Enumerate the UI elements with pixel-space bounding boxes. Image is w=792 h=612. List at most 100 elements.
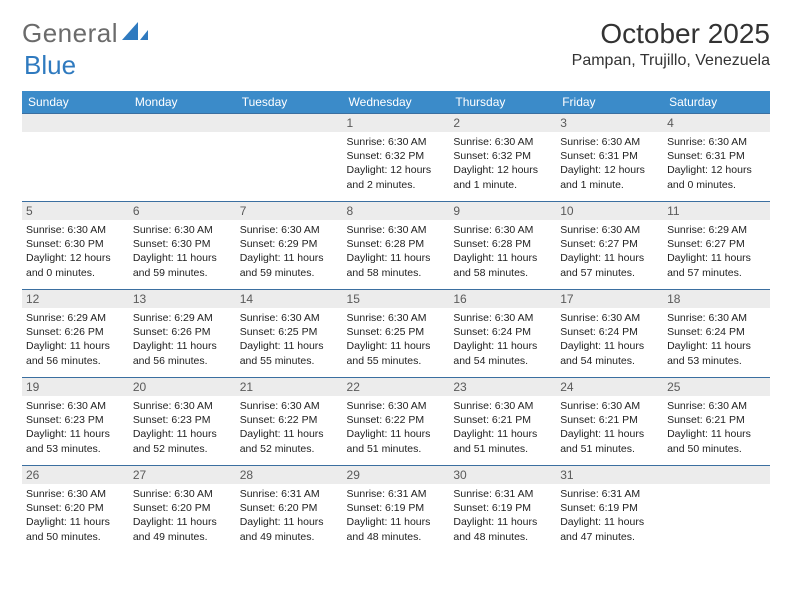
day-info: Sunrise: 6:30 AMSunset: 6:24 PMDaylight:… [449, 308, 556, 372]
day-number [22, 114, 129, 132]
day-cell: 9Sunrise: 6:30 AMSunset: 6:28 PMDaylight… [449, 202, 556, 290]
daylight-text: Daylight: 11 hours and 48 minutes. [453, 515, 552, 543]
daylight-text: Daylight: 11 hours and 50 minutes. [26, 515, 125, 543]
sunset-text: Sunset: 6:24 PM [667, 325, 766, 339]
day-cell: 24Sunrise: 6:30 AMSunset: 6:21 PMDayligh… [556, 378, 663, 466]
day-info: Sunrise: 6:30 AMSunset: 6:32 PMDaylight:… [343, 132, 450, 196]
sunrise-text: Sunrise: 6:30 AM [240, 223, 339, 237]
day-number: 17 [556, 290, 663, 308]
empty-cell [236, 114, 343, 202]
sunset-text: Sunset: 6:20 PM [26, 501, 125, 515]
sunset-text: Sunset: 6:20 PM [133, 501, 232, 515]
day-cell: 25Sunrise: 6:30 AMSunset: 6:21 PMDayligh… [663, 378, 770, 466]
sunrise-text: Sunrise: 6:30 AM [453, 399, 552, 413]
week-row: 26Sunrise: 6:30 AMSunset: 6:20 PMDayligh… [22, 466, 770, 554]
day-number: 25 [663, 378, 770, 396]
day-number: 23 [449, 378, 556, 396]
day-info: Sunrise: 6:30 AMSunset: 6:21 PMDaylight:… [556, 396, 663, 460]
sunrise-text: Sunrise: 6:31 AM [560, 487, 659, 501]
sunset-text: Sunset: 6:20 PM [240, 501, 339, 515]
day-cell: 8Sunrise: 6:30 AMSunset: 6:28 PMDaylight… [343, 202, 450, 290]
daylight-text: Daylight: 11 hours and 49 minutes. [240, 515, 339, 543]
sunset-text: Sunset: 6:21 PM [560, 413, 659, 427]
sunrise-text: Sunrise: 6:30 AM [133, 399, 232, 413]
day-number: 27 [129, 466, 236, 484]
sunset-text: Sunset: 6:31 PM [667, 149, 766, 163]
day-number: 19 [22, 378, 129, 396]
day-info: Sunrise: 6:30 AMSunset: 6:20 PMDaylight:… [129, 484, 236, 548]
day-cell: 30Sunrise: 6:31 AMSunset: 6:19 PMDayligh… [449, 466, 556, 554]
daylight-text: Daylight: 12 hours and 0 minutes. [26, 251, 125, 279]
sunrise-text: Sunrise: 6:30 AM [453, 223, 552, 237]
sunrise-text: Sunrise: 6:30 AM [560, 223, 659, 237]
day-info: Sunrise: 6:31 AMSunset: 6:20 PMDaylight:… [236, 484, 343, 548]
day-info: Sunrise: 6:30 AMSunset: 6:27 PMDaylight:… [556, 220, 663, 284]
day-info: Sunrise: 6:30 AMSunset: 6:31 PMDaylight:… [556, 132, 663, 196]
sunrise-text: Sunrise: 6:30 AM [240, 311, 339, 325]
day-number: 15 [343, 290, 450, 308]
daylight-text: Daylight: 12 hours and 1 minute. [560, 163, 659, 191]
day-info: Sunrise: 6:30 AMSunset: 6:22 PMDaylight:… [343, 396, 450, 460]
sunrise-text: Sunrise: 6:30 AM [560, 311, 659, 325]
dayname-saturday: Saturday [663, 91, 770, 114]
day-info: Sunrise: 6:30 AMSunset: 6:23 PMDaylight:… [22, 396, 129, 460]
day-number: 2 [449, 114, 556, 132]
sunrise-text: Sunrise: 6:31 AM [453, 487, 552, 501]
day-number: 16 [449, 290, 556, 308]
sunset-text: Sunset: 6:19 PM [560, 501, 659, 515]
day-number: 6 [129, 202, 236, 220]
day-info: Sunrise: 6:30 AMSunset: 6:25 PMDaylight:… [236, 308, 343, 372]
day-cell: 28Sunrise: 6:31 AMSunset: 6:20 PMDayligh… [236, 466, 343, 554]
day-info: Sunrise: 6:30 AMSunset: 6:24 PMDaylight:… [663, 308, 770, 372]
sunset-text: Sunset: 6:22 PM [240, 413, 339, 427]
day-cell: 23Sunrise: 6:30 AMSunset: 6:21 PMDayligh… [449, 378, 556, 466]
daylight-text: Daylight: 11 hours and 59 minutes. [133, 251, 232, 279]
day-cell: 5Sunrise: 6:30 AMSunset: 6:30 PMDaylight… [22, 202, 129, 290]
sunset-text: Sunset: 6:23 PM [133, 413, 232, 427]
day-number: 4 [663, 114, 770, 132]
daylight-text: Daylight: 11 hours and 57 minutes. [560, 251, 659, 279]
day-info: Sunrise: 6:30 AMSunset: 6:25 PMDaylight:… [343, 308, 450, 372]
empty-cell [22, 114, 129, 202]
daylight-text: Daylight: 11 hours and 52 minutes. [240, 427, 339, 455]
day-info: Sunrise: 6:30 AMSunset: 6:30 PMDaylight:… [22, 220, 129, 284]
day-number: 21 [236, 378, 343, 396]
sunset-text: Sunset: 6:31 PM [560, 149, 659, 163]
sunset-text: Sunset: 6:30 PM [26, 237, 125, 251]
sunrise-text: Sunrise: 6:30 AM [453, 311, 552, 325]
day-cell: 13Sunrise: 6:29 AMSunset: 6:26 PMDayligh… [129, 290, 236, 378]
day-cell: 29Sunrise: 6:31 AMSunset: 6:19 PMDayligh… [343, 466, 450, 554]
day-number [129, 114, 236, 132]
day-cell: 22Sunrise: 6:30 AMSunset: 6:22 PMDayligh… [343, 378, 450, 466]
sunrise-text: Sunrise: 6:29 AM [26, 311, 125, 325]
day-cell: 10Sunrise: 6:30 AMSunset: 6:27 PMDayligh… [556, 202, 663, 290]
day-info: Sunrise: 6:30 AMSunset: 6:32 PMDaylight:… [449, 132, 556, 196]
day-number: 12 [22, 290, 129, 308]
daylight-text: Daylight: 11 hours and 52 minutes. [133, 427, 232, 455]
sunset-text: Sunset: 6:32 PM [453, 149, 552, 163]
sunset-text: Sunset: 6:19 PM [347, 501, 446, 515]
daylight-text: Daylight: 12 hours and 2 minutes. [347, 163, 446, 191]
sunset-text: Sunset: 6:32 PM [347, 149, 446, 163]
sunrise-text: Sunrise: 6:29 AM [133, 311, 232, 325]
week-row: 12Sunrise: 6:29 AMSunset: 6:26 PMDayligh… [22, 290, 770, 378]
day-cell: 19Sunrise: 6:30 AMSunset: 6:23 PMDayligh… [22, 378, 129, 466]
sunrise-text: Sunrise: 6:30 AM [133, 223, 232, 237]
sunset-text: Sunset: 6:29 PM [240, 237, 339, 251]
sunrise-text: Sunrise: 6:30 AM [453, 135, 552, 149]
day-number: 22 [343, 378, 450, 396]
day-info: Sunrise: 6:30 AMSunset: 6:23 PMDaylight:… [129, 396, 236, 460]
sunset-text: Sunset: 6:21 PM [453, 413, 552, 427]
sunset-text: Sunset: 6:21 PM [667, 413, 766, 427]
day-number: 5 [22, 202, 129, 220]
day-info: Sunrise: 6:30 AMSunset: 6:30 PMDaylight:… [129, 220, 236, 284]
empty-cell [129, 114, 236, 202]
day-number: 7 [236, 202, 343, 220]
day-number: 10 [556, 202, 663, 220]
day-number: 13 [129, 290, 236, 308]
day-info: Sunrise: 6:30 AMSunset: 6:21 PMDaylight:… [663, 396, 770, 460]
daylight-text: Daylight: 11 hours and 58 minutes. [453, 251, 552, 279]
dayname-tuesday: Tuesday [236, 91, 343, 114]
sunset-text: Sunset: 6:25 PM [347, 325, 446, 339]
location: Pampan, Trujillo, Venezuela [572, 52, 770, 70]
